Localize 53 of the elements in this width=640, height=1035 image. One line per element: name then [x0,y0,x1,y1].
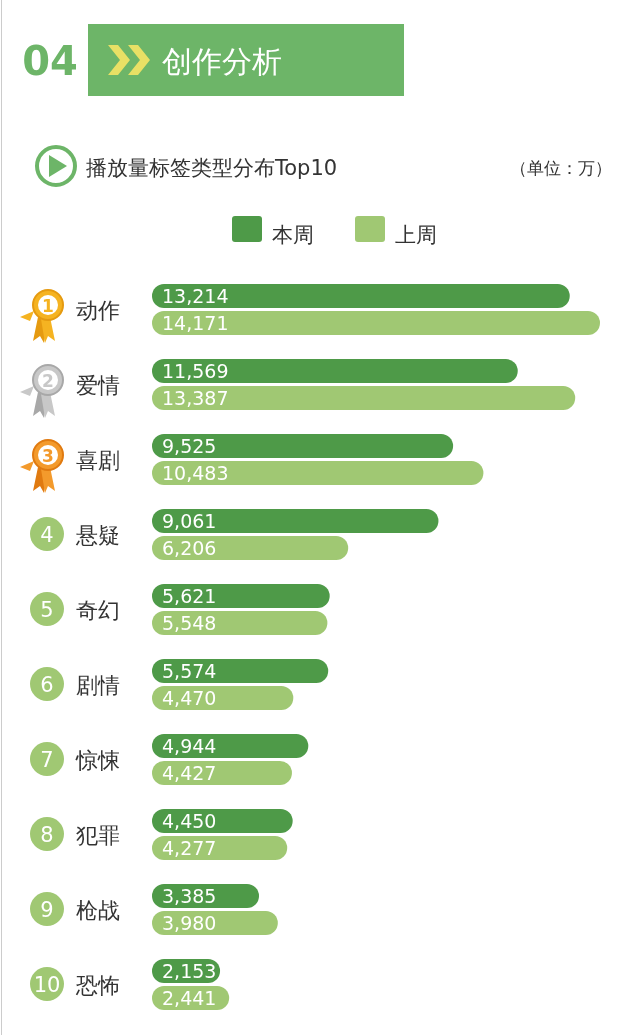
legend-label: 上周 [395,223,437,247]
data-label: 4,944 [162,735,217,757]
text: 4 [40,523,54,547]
text: 5 [40,598,54,622]
data-label: 9,525 [162,435,217,457]
bar [152,509,439,533]
bar [152,311,600,335]
data-label: 3,980 [162,912,217,934]
data-label: 11,569 [162,360,229,382]
y-tick-label: 奇幻 [76,598,120,623]
y-tick-label: 惊悚 [75,748,120,773]
data-label: 4,470 [162,687,217,709]
legend-label: 本周 [272,223,314,247]
y-tick-label: 悬疑 [75,523,120,548]
data-label: 5,574 [162,660,217,682]
data-label: 6,206 [162,537,217,559]
chart-title: 播放量标签类型分布Top10 [86,156,338,180]
bar [152,284,570,308]
bar [152,461,484,485]
text: 1 [42,296,54,316]
bar [152,434,454,458]
y-tick-label: 剧情 [76,673,120,698]
data-label: 14,171 [162,312,229,334]
bar [152,386,576,410]
data-label: 5,548 [162,612,217,634]
y-tick-label: 喜剧 [76,448,120,473]
data-label: 13,387 [162,387,229,409]
bar [152,659,329,683]
text: 6 [40,673,54,697]
text: 7 [40,748,54,772]
y-tick-label: 动作 [76,298,120,323]
y-tick-label: 枪战 [76,898,120,923]
text: 10 [33,973,61,997]
y-tick-label: 恐怖 [75,973,120,998]
chart-subtitle: （单位：万） [510,158,612,178]
data-label: 3,385 [162,885,217,907]
y-tick-label: 爱情 [76,373,120,398]
data-label: 9,061 [162,510,217,532]
data-label: 13,214 [162,285,229,307]
text: 创作分析 [162,44,282,79]
data-label: 2,153 [162,960,217,982]
text: 8 [40,823,54,847]
y-tick-label: 犯罪 [76,823,120,848]
text: 3 [42,446,54,466]
bar [152,359,518,383]
text: 9 [40,898,54,922]
data-label: 4,427 [162,762,217,784]
data-label: 4,450 [162,810,217,832]
data-label: 10,483 [162,462,229,484]
data-label: 2,441 [162,987,217,1009]
data-label: 4,277 [162,837,217,859]
text: 04 [22,38,78,84]
data-label: 5,621 [162,585,217,607]
